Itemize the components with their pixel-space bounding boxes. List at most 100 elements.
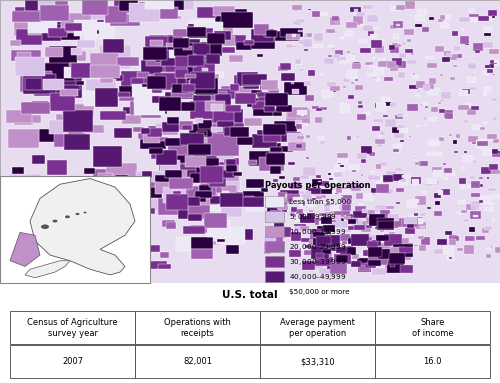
Bar bbox=[330, 16, 340, 25]
Bar bbox=[32, 155, 44, 164]
Bar bbox=[341, 204, 351, 211]
Bar bbox=[198, 131, 207, 136]
Bar bbox=[166, 190, 182, 199]
Bar bbox=[300, 226, 308, 230]
Bar bbox=[118, 92, 130, 97]
Text: $20,000–$29,999: $20,000–$29,999 bbox=[289, 242, 346, 252]
Bar bbox=[137, 100, 167, 113]
Bar bbox=[192, 101, 206, 111]
Bar bbox=[370, 256, 378, 262]
Bar bbox=[494, 59, 500, 63]
Bar bbox=[438, 137, 444, 141]
Bar bbox=[176, 54, 196, 67]
Bar bbox=[187, 49, 196, 55]
Bar bbox=[416, 162, 420, 165]
Bar bbox=[194, 133, 216, 147]
Bar bbox=[46, 242, 76, 256]
Bar bbox=[328, 219, 334, 223]
Bar bbox=[264, 250, 271, 254]
Bar bbox=[272, 180, 278, 182]
Bar bbox=[329, 235, 340, 241]
Bar bbox=[381, 178, 390, 183]
Bar bbox=[213, 101, 228, 108]
Bar bbox=[222, 47, 234, 53]
Bar bbox=[181, 102, 196, 111]
Bar bbox=[104, 176, 123, 191]
Bar bbox=[324, 204, 334, 211]
Bar bbox=[387, 260, 404, 273]
Bar bbox=[346, 22, 357, 28]
Bar bbox=[71, 48, 82, 55]
Bar bbox=[371, 257, 378, 260]
Bar bbox=[158, 198, 184, 215]
Bar bbox=[212, 241, 221, 246]
Bar bbox=[314, 218, 324, 224]
Bar bbox=[88, 11, 104, 22]
Bar bbox=[264, 33, 270, 37]
Bar bbox=[390, 222, 394, 224]
Bar bbox=[444, 178, 448, 180]
Bar bbox=[386, 171, 396, 180]
Bar bbox=[191, 214, 199, 220]
Bar bbox=[356, 12, 366, 16]
Bar bbox=[305, 95, 314, 101]
Bar bbox=[478, 139, 486, 146]
Bar bbox=[148, 208, 156, 214]
Bar bbox=[363, 250, 371, 256]
Bar bbox=[470, 28, 474, 29]
Bar bbox=[182, 93, 191, 99]
Bar bbox=[283, 79, 291, 83]
Bar bbox=[165, 63, 188, 79]
Bar bbox=[471, 74, 474, 76]
Bar bbox=[280, 28, 303, 38]
Bar bbox=[20, 187, 32, 193]
Bar bbox=[185, 74, 196, 79]
Bar bbox=[64, 85, 80, 90]
Bar bbox=[145, 182, 159, 187]
Bar bbox=[56, 192, 74, 201]
Bar bbox=[202, 68, 208, 71]
Bar bbox=[391, 6, 400, 11]
Bar bbox=[230, 84, 239, 90]
Bar bbox=[310, 210, 313, 212]
Bar bbox=[48, 212, 62, 219]
Bar bbox=[235, 192, 258, 206]
Text: AGRICULTURE: AGRICULTURE bbox=[22, 225, 87, 234]
Bar bbox=[420, 226, 424, 228]
Bar bbox=[226, 165, 237, 172]
Bar bbox=[18, 52, 31, 61]
Bar bbox=[489, 64, 494, 68]
Bar bbox=[143, 135, 160, 143]
Bar bbox=[83, 125, 104, 133]
Bar bbox=[331, 170, 341, 178]
Bar bbox=[362, 159, 366, 163]
Bar bbox=[183, 50, 196, 57]
Bar bbox=[266, 201, 276, 208]
Bar bbox=[270, 147, 282, 152]
Bar bbox=[394, 115, 402, 119]
Bar bbox=[479, 177, 483, 179]
Bar bbox=[340, 105, 350, 113]
Bar bbox=[368, 149, 372, 152]
Bar bbox=[338, 163, 341, 164]
Bar bbox=[368, 247, 382, 257]
Bar bbox=[346, 54, 356, 63]
Bar bbox=[292, 34, 296, 36]
Bar bbox=[330, 205, 338, 211]
Bar bbox=[328, 190, 335, 194]
Bar bbox=[426, 152, 431, 156]
Bar bbox=[428, 17, 434, 20]
Bar bbox=[50, 203, 76, 222]
Bar bbox=[64, 254, 82, 261]
Bar bbox=[229, 123, 244, 131]
Bar bbox=[190, 173, 208, 183]
Bar bbox=[188, 205, 210, 219]
Bar bbox=[37, 225, 52, 231]
Bar bbox=[84, 91, 112, 106]
Bar bbox=[335, 50, 343, 55]
Bar bbox=[304, 191, 311, 196]
Bar bbox=[377, 249, 381, 250]
Bar bbox=[316, 175, 322, 177]
Polygon shape bbox=[10, 232, 40, 267]
Bar bbox=[293, 177, 300, 181]
